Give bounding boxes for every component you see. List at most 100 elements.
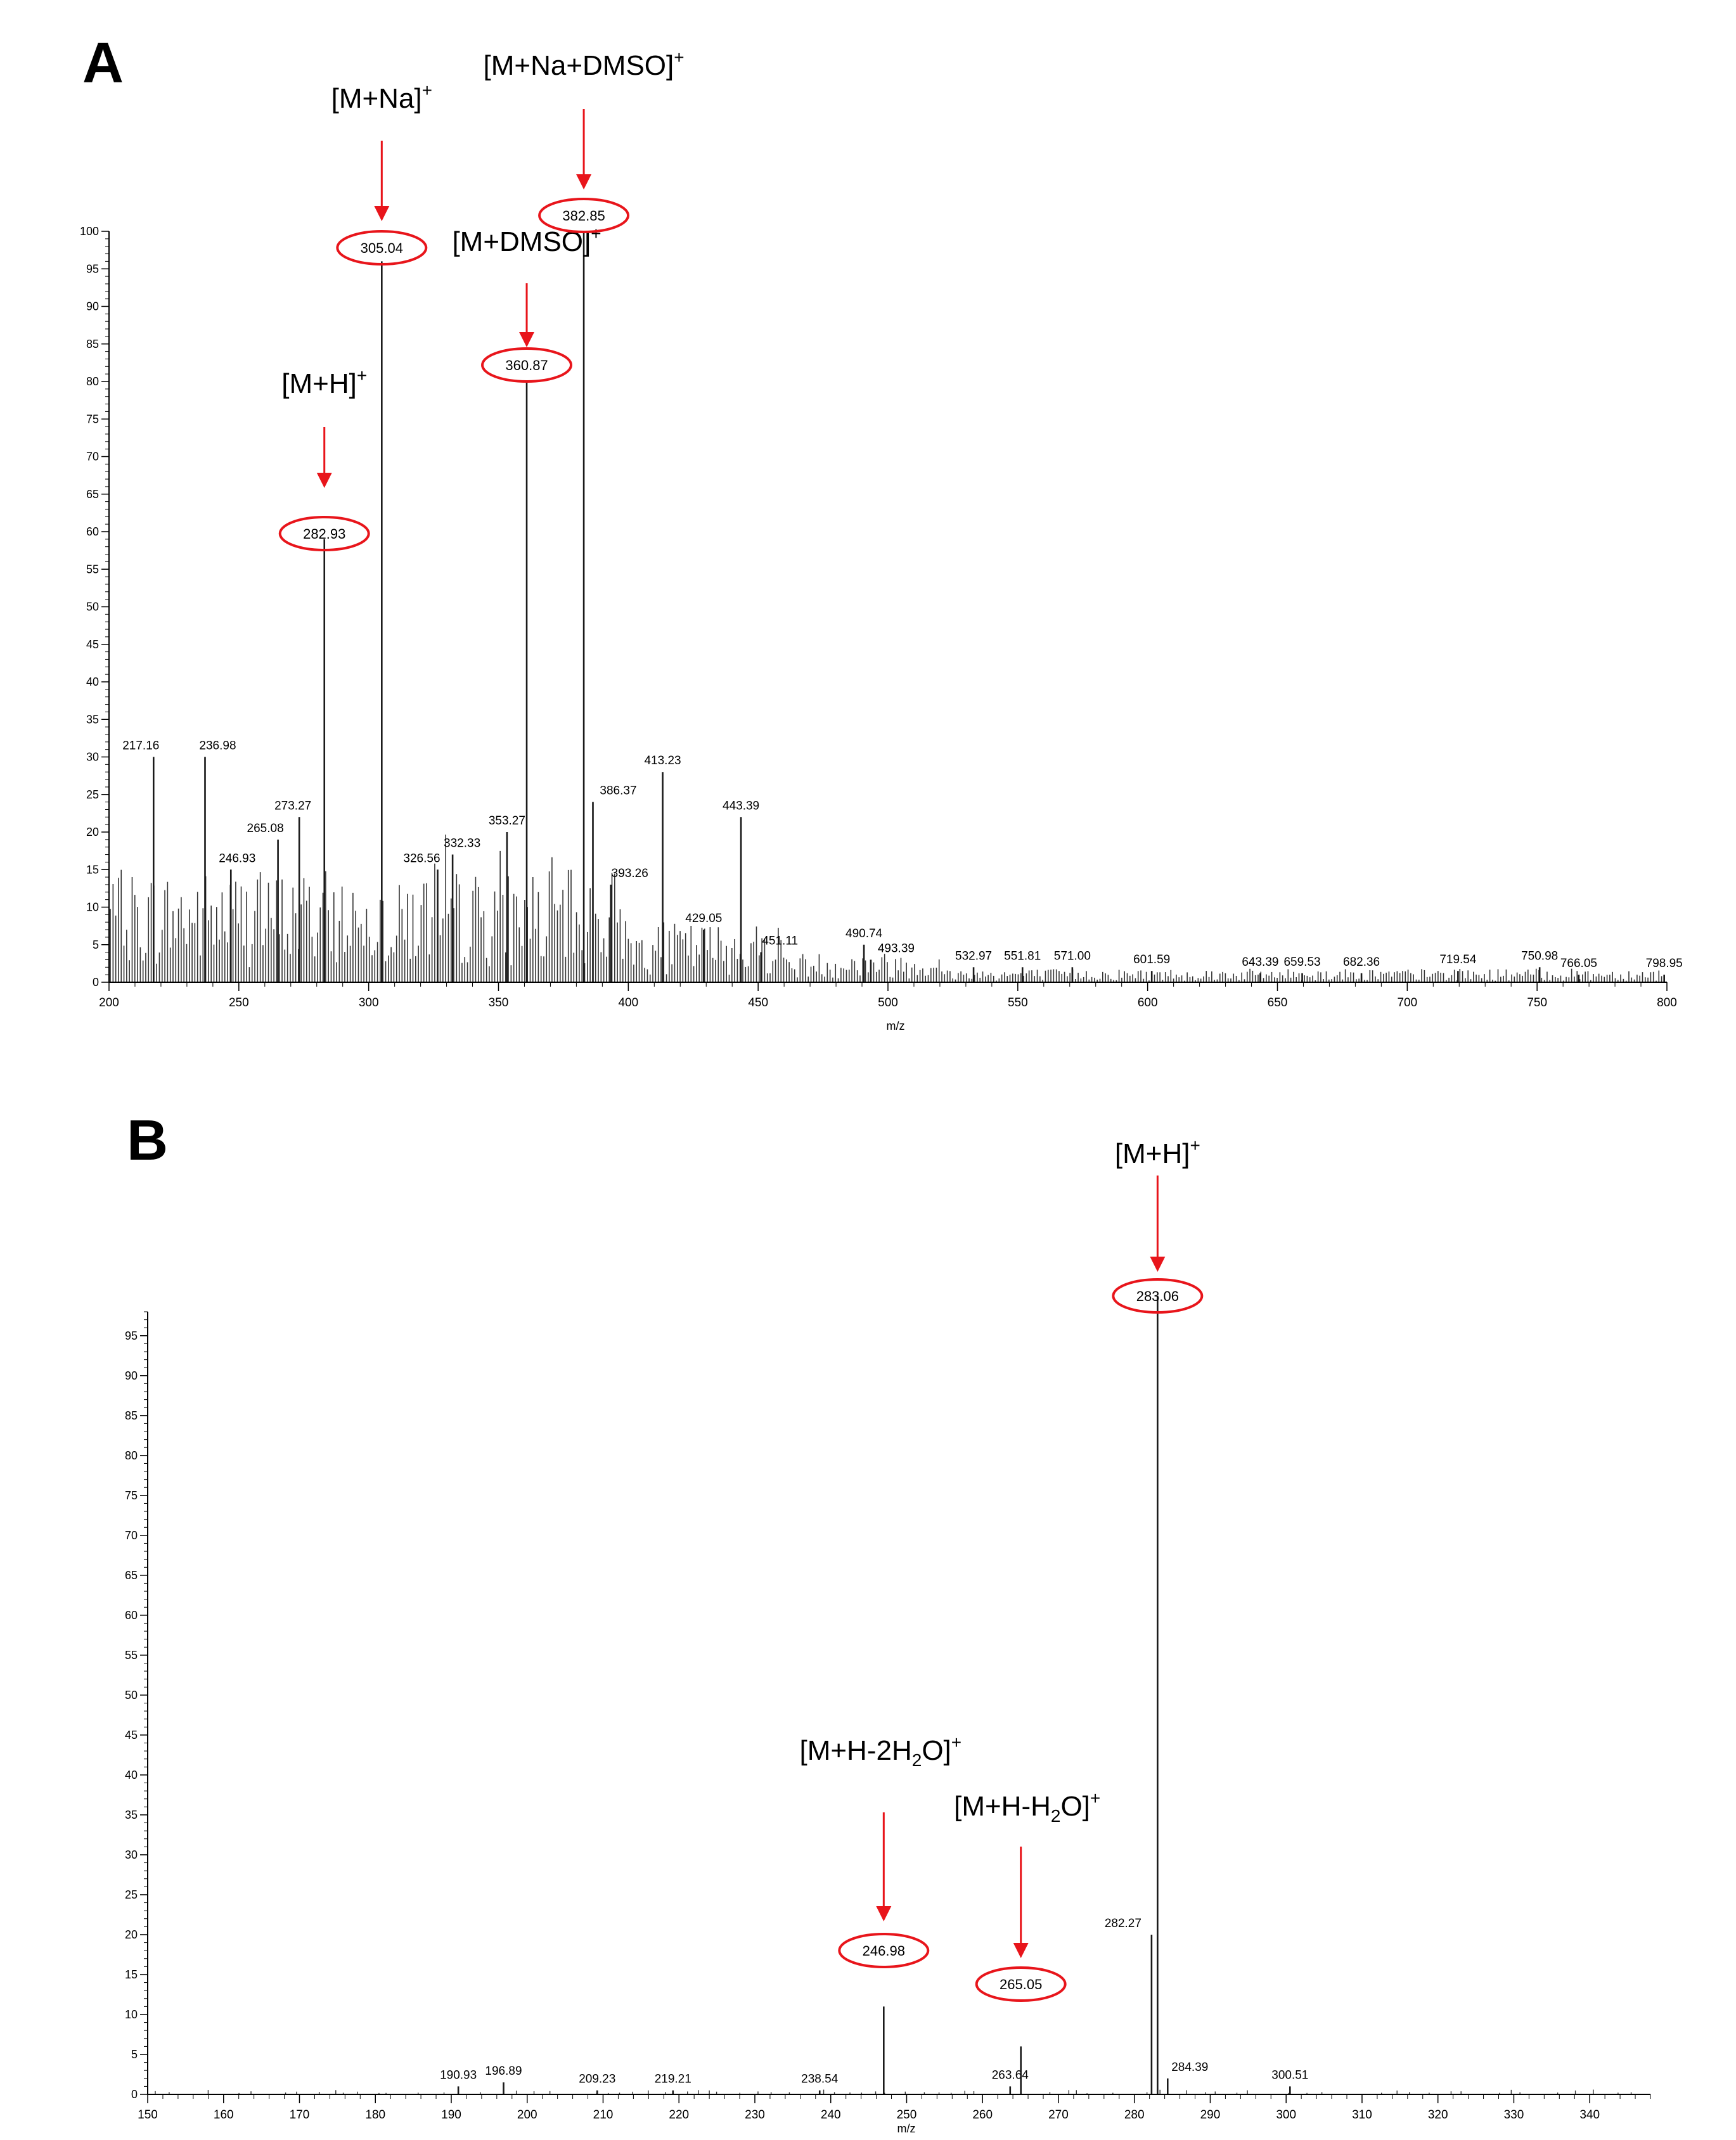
highlight-ellipse [975, 1966, 1067, 2002]
panel-b-annotations: 246.98[M+H-2H2O]+265.05[M+H-H2O]+283.06[… [799, 1136, 1204, 2002]
x-tick-label: 320 [1428, 2108, 1448, 2122]
y-tick-label: 50 [125, 1689, 138, 1701]
x-tick-label: 270 [1048, 2108, 1069, 2122]
y-tick-label: 45 [86, 638, 99, 651]
ion-formula-tail: O] [922, 1735, 951, 1766]
panel-a-annotations: 282.93[M+H]+305.04[M+Na]+360.87[M+DMSO]+… [278, 48, 685, 551]
peak-label: 429.05 [685, 912, 722, 925]
x-tick-label: 290 [1200, 2108, 1221, 2122]
x-tick-label: 300 [1276, 2108, 1296, 2122]
y-tick-label: 15 [125, 1968, 138, 1981]
ion-formula-superscript: + [674, 48, 684, 67]
ion-formula-subscript: 2 [912, 1750, 922, 1770]
ion-formula-superscript: + [422, 80, 432, 100]
ion-formula-subscript: 2 [1051, 1806, 1061, 1826]
highlighted-peak-label: 382.85 [562, 208, 605, 224]
y-tick-label: 95 [125, 1329, 138, 1342]
x-tick-label: 400 [618, 996, 638, 1009]
panel-b-peaks: 190.93 196.89 209.23 219.21 238.54 263.64 282.… [440, 1295, 1308, 2094]
y-tick-label: 75 [86, 413, 99, 425]
y-tick-label: 25 [86, 788, 99, 801]
x-tick-label: 160 [214, 2108, 234, 2122]
peak-label: 682.36 [1343, 956, 1380, 969]
y-tick-label: 75 [125, 1489, 138, 1502]
peak-label: 284.39 [1171, 2061, 1208, 2074]
ion-formula-superscript: + [357, 366, 367, 385]
peak-label: 282.27 [1105, 1917, 1141, 1930]
y-tick-label: 40 [125, 1769, 138, 1781]
peak-label: 798.95 [1646, 957, 1683, 970]
ion-formula-superscript: + [591, 224, 601, 243]
peak-label: 532.97 [955, 949, 992, 963]
x-tick-label: 750 [1527, 996, 1547, 1009]
y-tick-label: 25 [125, 1888, 138, 1901]
peak-label: 238.54 [801, 2073, 839, 2086]
y-tick-label: 15 [86, 863, 99, 876]
y-tick-label: 55 [125, 1649, 138, 1662]
y-tick-label: 20 [86, 826, 99, 838]
panel-a-peaks: 217.16 236.98 246.93 265.08 273.27 326.56 332.… [122, 231, 1683, 982]
y-tick-label: 35 [125, 1809, 138, 1821]
y-tick-label: 0 [93, 976, 99, 989]
x-tick-label: 220 [669, 2108, 689, 2122]
ion-formula-tail: O] [1060, 1791, 1090, 1822]
highlighted-peak-label: 360.87 [505, 357, 548, 373]
ion-formula: [M+H-H2O]+ [954, 1788, 1100, 1826]
y-tick-label: 100 [80, 225, 99, 238]
x-tick-label: 280 [1124, 2108, 1145, 2122]
highlight-ellipse [278, 516, 370, 551]
ion-formula: [M+H]+ [1115, 1136, 1200, 1169]
y-tick-label: 10 [86, 901, 99, 914]
y-tick-label: 60 [125, 1609, 138, 1622]
x-tick-label: 250 [229, 996, 249, 1009]
y-tick-label: 60 [86, 525, 99, 538]
peak-label: 265.08 [247, 822, 284, 835]
panel-b-x-axis-label: m/z [897, 2122, 916, 2135]
panel-b-label: B [127, 1109, 168, 1172]
peak-label: 236.98 [199, 740, 236, 753]
ion-formula-base: [M+Na+DMSO] [484, 50, 674, 81]
y-tick-label: 5 [131, 2048, 138, 2061]
peak-label: 219.21 [655, 2073, 691, 2086]
peak-label: 273.27 [274, 799, 311, 812]
x-tick-label: 150 [138, 2108, 158, 2122]
panel-b-axes: 0 5 10 15 20 25 30 35 40 45 50 55 60 65 70 75 80 85 90 95 15… [125, 1311, 1651, 2122]
peak-label: 217.16 [122, 740, 159, 753]
peak-label: 643.39 [1242, 956, 1278, 969]
x-tick-label: 350 [489, 996, 509, 1009]
ion-formula-base: [M+H-2H [799, 1735, 911, 1766]
ion-formula-superscript: + [951, 1733, 961, 1752]
y-tick-label: 5 [93, 939, 99, 951]
peak-label: 332.33 [444, 837, 480, 850]
peak-label: 571.00 [1054, 949, 1091, 963]
y-tick-label: 80 [86, 375, 99, 388]
y-tick-label: 65 [86, 488, 99, 501]
peak-label: 601.59 [1133, 953, 1170, 966]
highlight-ellipse [1112, 1278, 1204, 1314]
panel-a: A 217.16 236.98 246.93 265.08 273.27 326.56 33… [80, 32, 1683, 1032]
highlighted-peak-label: 282.93 [303, 526, 345, 542]
ion-formula-superscript: + [1190, 1136, 1200, 1155]
peak-label: 551.81 [1004, 949, 1041, 963]
y-tick-label: 35 [86, 713, 99, 726]
y-tick-label: 10 [125, 2008, 138, 2021]
highlighted-peak-label: 265.05 [1000, 1977, 1042, 1992]
peak-label: 209.23 [579, 2073, 615, 2086]
peak-label: 719.54 [1439, 953, 1477, 966]
y-tick-label: 65 [125, 1569, 138, 1582]
peak-label: 300.51 [1271, 2068, 1308, 2082]
highlighted-peak-label: 283.06 [1136, 1288, 1179, 1304]
x-tick-label: 800 [1657, 996, 1677, 1009]
y-tick-label: 80 [125, 1449, 138, 1462]
ion-formula: [M+DMSO]+ [452, 224, 601, 257]
x-tick-label: 500 [878, 996, 898, 1009]
ion-formula: [M+Na+DMSO]+ [484, 48, 685, 81]
highlight-ellipse [481, 347, 573, 383]
y-tick-label: 30 [86, 751, 99, 764]
x-tick-label: 340 [1579, 2108, 1600, 2122]
highlighted-peak-label: 246.98 [863, 1943, 905, 1959]
ion-formula-base: [M+H-H [954, 1791, 1051, 1822]
